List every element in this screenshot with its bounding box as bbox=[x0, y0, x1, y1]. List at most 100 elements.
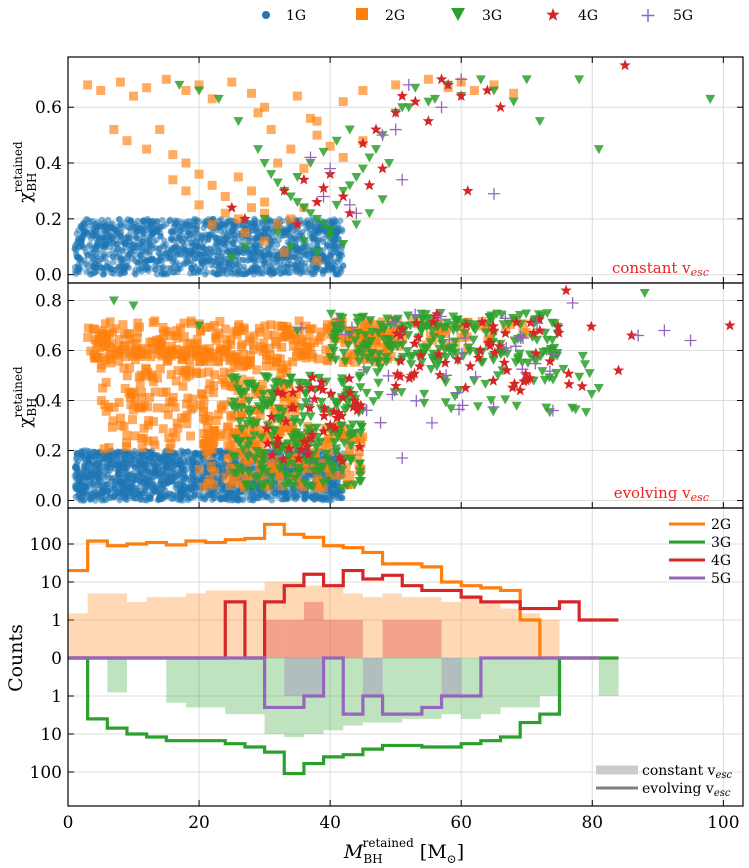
data-point-5g bbox=[343, 198, 356, 211]
data-point-4g bbox=[724, 319, 736, 331]
data-point-2g bbox=[163, 327, 173, 337]
data-point-3g bbox=[253, 145, 264, 155]
x-tick-label: 60 bbox=[450, 813, 472, 833]
data-point-3g bbox=[511, 401, 522, 411]
data-point-2g bbox=[312, 116, 322, 126]
data-point-1g bbox=[261, 227, 268, 234]
data-point-1g bbox=[137, 265, 144, 272]
data-point-1g bbox=[267, 262, 274, 269]
data-point-2g bbox=[220, 208, 230, 218]
x-tick-label: 40 bbox=[319, 813, 341, 833]
data-point-5g bbox=[435, 101, 448, 114]
data-point-1g bbox=[215, 264, 222, 271]
data-point-2g bbox=[114, 397, 124, 407]
data-point-3g bbox=[266, 170, 277, 180]
data-point-3g bbox=[384, 159, 395, 169]
constant-bar bbox=[107, 658, 127, 693]
data-point-1g bbox=[229, 489, 237, 496]
data-point-2g bbox=[283, 324, 293, 334]
data-point-2g bbox=[171, 432, 181, 442]
data-point-3g bbox=[174, 80, 185, 90]
x-tick-label: 100 bbox=[707, 813, 739, 833]
data-point-1g bbox=[220, 235, 228, 243]
data-point-3g bbox=[128, 301, 139, 311]
constant-bar bbox=[185, 593, 206, 658]
data-point-1g bbox=[156, 455, 164, 462]
data-point-5g bbox=[632, 329, 645, 342]
data-point-2g bbox=[128, 388, 138, 398]
data-point-1g bbox=[248, 251, 255, 258]
data-point-1g bbox=[125, 484, 133, 491]
legend-marker-triangle-icon bbox=[451, 8, 465, 21]
data-point-3g bbox=[581, 408, 592, 418]
data-point-1g bbox=[293, 228, 300, 236]
data-point-3g bbox=[292, 198, 303, 208]
data-point-1g bbox=[220, 266, 227, 274]
data-point-1g bbox=[163, 493, 171, 500]
data-point-2g bbox=[174, 349, 184, 359]
data-point-1g bbox=[109, 220, 116, 227]
y-tick-label: 100 bbox=[30, 763, 62, 783]
data-point-1g bbox=[146, 242, 154, 250]
data-point-4g bbox=[278, 184, 290, 196]
data-point-1g bbox=[108, 474, 115, 482]
data-point-2g bbox=[204, 385, 214, 395]
data-point-2g bbox=[338, 152, 348, 162]
data-point-2g bbox=[215, 316, 225, 326]
data-point-4g bbox=[619, 59, 631, 71]
data-point-1g bbox=[281, 264, 288, 271]
data-point-2g bbox=[221, 324, 231, 334]
legend-item-5g: 5G bbox=[641, 8, 693, 24]
data-point-1g bbox=[216, 246, 223, 254]
data-point-4g bbox=[494, 101, 507, 113]
data-point-3g bbox=[469, 376, 480, 386]
data-point-2g bbox=[201, 446, 211, 456]
data-point-2g bbox=[292, 347, 302, 357]
data-point-1g bbox=[328, 265, 336, 272]
data-point-1g bbox=[180, 491, 188, 498]
data-point-2g bbox=[210, 425, 220, 435]
data-point-3g bbox=[312, 248, 323, 258]
data-point-2g bbox=[88, 324, 98, 334]
y-tick-label: 100 bbox=[30, 535, 62, 555]
data-point-3g bbox=[357, 164, 368, 174]
data-point-2g bbox=[305, 113, 315, 123]
data-point-1g bbox=[190, 478, 197, 485]
data-point-2g bbox=[216, 401, 226, 411]
data-point-3g bbox=[372, 368, 383, 378]
data-point-2g bbox=[199, 482, 209, 492]
data-point-1g bbox=[101, 243, 109, 250]
data-point-2g bbox=[423, 74, 433, 84]
data-point-1g bbox=[138, 470, 145, 478]
data-point-1g bbox=[235, 245, 242, 252]
data-point-1g bbox=[303, 472, 310, 480]
data-point-3g bbox=[397, 103, 408, 113]
data-point-1g bbox=[205, 236, 212, 244]
data-point-1g bbox=[307, 248, 315, 255]
data-point-3g bbox=[344, 125, 355, 135]
data-point-1g bbox=[213, 270, 221, 278]
data-point-5g bbox=[566, 297, 579, 309]
data-point-1g bbox=[288, 235, 295, 242]
panel-annotation: evolving vesc bbox=[614, 484, 709, 504]
data-point-5g bbox=[396, 452, 409, 464]
data-point-3g bbox=[351, 172, 362, 182]
data-point-1g bbox=[152, 244, 159, 252]
data-point-1g bbox=[225, 261, 233, 268]
data-point-2g bbox=[119, 422, 129, 432]
data-point-4g bbox=[585, 320, 597, 332]
data-point-1g bbox=[126, 224, 134, 232]
data-point-1g bbox=[180, 260, 187, 267]
data-point-2g bbox=[266, 125, 276, 135]
data-point-1g bbox=[203, 253, 210, 260]
data-point-2g bbox=[312, 256, 322, 266]
data-point-3g bbox=[285, 192, 296, 202]
data-point-1g bbox=[188, 264, 195, 272]
data-point-4g bbox=[344, 207, 356, 219]
data-point-1g bbox=[253, 494, 260, 501]
data-point-3g bbox=[423, 97, 434, 107]
data-point-2g bbox=[133, 318, 143, 328]
data-point-2g bbox=[246, 186, 256, 196]
data-point-1g bbox=[337, 494, 344, 502]
data-point-1g bbox=[186, 227, 194, 234]
